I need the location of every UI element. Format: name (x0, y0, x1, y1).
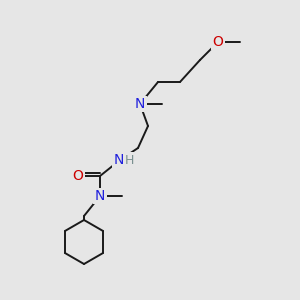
Text: N: N (95, 189, 105, 203)
Text: O: O (213, 35, 224, 49)
Text: N: N (114, 153, 124, 167)
Text: N: N (135, 97, 145, 111)
Text: O: O (73, 169, 83, 183)
Text: H: H (124, 154, 134, 166)
